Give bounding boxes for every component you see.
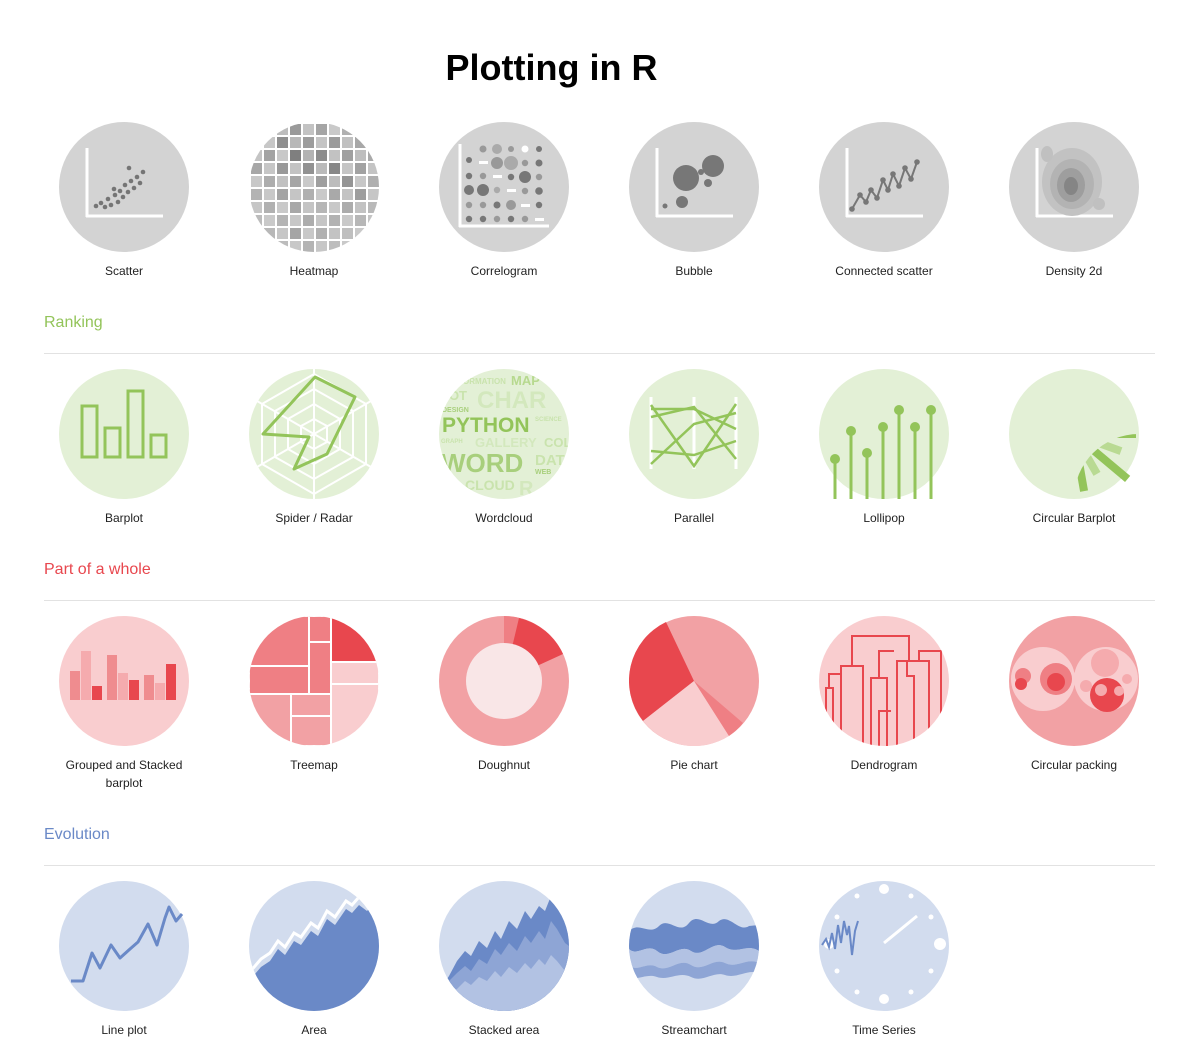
tile-barplot[interactable]: Barplot: [29, 369, 219, 527]
section-divider: [44, 353, 1155, 354]
tile-label: Pie chart: [670, 758, 718, 772]
ranking-grid: Barplot Spider / Radar ORMATION MAP: [29, 369, 1169, 527]
bubble-icon: [629, 122, 759, 252]
correlogram-icon: [439, 122, 569, 252]
word-8: GALLERY: [475, 435, 537, 450]
tile-correlogram[interactable]: Correlogram: [409, 122, 599, 280]
tile-spider-radar[interactable]: Spider / Radar: [219, 369, 409, 527]
word-14: R: [519, 478, 534, 499]
word-4: DESIGN: [442, 407, 469, 414]
tile-grouped-stacked-barplot[interactable]: Grouped and Stacked barplot: [29, 616, 219, 792]
tile-circular-packing[interactable]: Circular packing: [979, 616, 1169, 792]
tile-lollipop[interactable]: Lollipop: [789, 369, 979, 527]
tile-label: Circular Barplot: [1032, 511, 1116, 525]
barplot-icon: [59, 369, 189, 499]
tile-label: Grouped and Stacked barplot: [65, 758, 183, 790]
tile-label: Dendrogram: [850, 758, 918, 772]
word-5: PYTHON: [442, 414, 530, 437]
tile-label: Scatter: [104, 264, 143, 278]
heatmap-icon: [249, 122, 379, 252]
tile-parallel[interactable]: Parallel: [599, 369, 789, 527]
area-icon: [249, 881, 379, 1011]
line-plot-icon: [59, 881, 189, 1011]
time-series-icon: [819, 881, 949, 1011]
tile-wordcloud[interactable]: ORMATION MAP LOT CHAR DESIGN PYTHON SCIE…: [409, 369, 599, 527]
lollipop-icon: [819, 369, 949, 499]
tile-label: Treemap: [290, 758, 338, 772]
word-9: COL: [544, 435, 569, 450]
circular-barplot-icon: [1009, 369, 1139, 499]
tile-label: Stacked area: [468, 1023, 540, 1037]
word-2: LOT: [441, 388, 467, 403]
evolution-grid: Line plot Area Stacked area: [29, 881, 1169, 1039]
tile-pie-chart[interactable]: Pie chart: [599, 616, 789, 792]
tile-area[interactable]: Area: [219, 881, 409, 1039]
tile-doughnut[interactable]: Doughnut: [409, 616, 599, 792]
tile-connected-scatter[interactable]: Connected scatter: [789, 122, 979, 280]
stacked-area-icon: [439, 881, 569, 1011]
tile-density-2d[interactable]: Density 2d: [979, 122, 1169, 280]
circular-packing-icon: [1009, 616, 1139, 746]
spider-radar-icon: [249, 369, 379, 499]
word-13: CLOUD: [465, 477, 515, 493]
tile-label: Bubble: [675, 264, 713, 278]
part-of-whole-grid: Grouped and Stacked barplot Treemap: [29, 616, 1169, 792]
word-7: GRAPH: [441, 439, 463, 445]
density-2d-icon: [1009, 122, 1139, 252]
word-1: MAP: [511, 373, 540, 388]
parallel-icon: [629, 369, 759, 499]
tile-label: Barplot: [104, 511, 144, 525]
word-10: WORD: [441, 448, 523, 478]
tile-streamchart[interactable]: Streamchart: [599, 881, 789, 1039]
grouped-stacked-barplot-icon: [59, 616, 189, 746]
streamchart-icon: [629, 881, 759, 1011]
treemap-icon: [249, 616, 379, 746]
tile-time-series[interactable]: Time Series: [789, 881, 979, 1039]
tile-label: Parallel: [673, 511, 715, 525]
tile-label: Wordcloud: [475, 511, 533, 525]
tile-label: Correlogram: [470, 264, 538, 278]
tile-label: Density 2d: [1045, 264, 1103, 278]
section-title-ranking: Ranking: [44, 314, 103, 331]
wordcloud-icon: ORMATION MAP LOT CHAR DESIGN PYTHON SCIE…: [439, 369, 569, 499]
connected-scatter-icon: [819, 122, 949, 252]
tile-label: Streamchart: [661, 1023, 727, 1037]
tile-label: Connected scatter: [835, 264, 933, 278]
section-title-part-of-a-whole: Part of a whole: [44, 561, 151, 578]
word-11: DAT: [535, 452, 565, 469]
tile-circular-barplot[interactable]: Circular Barplot: [979, 369, 1169, 527]
doughnut-icon: [439, 616, 569, 746]
word-0: ORMATION: [463, 377, 506, 386]
tile-label: Circular packing: [1030, 758, 1118, 772]
dendrogram-icon: [819, 616, 949, 746]
tile-label: Spider / Radar: [275, 511, 353, 525]
tile-line-plot[interactable]: Line plot: [29, 881, 219, 1039]
tile-dendrogram[interactable]: Dendrogram: [789, 616, 979, 792]
correlation-grid: Scatter Heatma: [29, 122, 1169, 280]
tile-heatmap[interactable]: Heatmap: [219, 122, 409, 280]
word-6: SCIENCE: [535, 417, 562, 423]
pie-chart-icon: [629, 616, 759, 746]
tile-label: Heatmap: [289, 264, 339, 278]
word-3: CHAR: [477, 387, 546, 414]
section-divider: [44, 600, 1155, 601]
tile-stacked-area[interactable]: Stacked area: [409, 881, 599, 1039]
tile-label: Time Series: [852, 1023, 916, 1037]
word-12: WEB: [535, 469, 551, 476]
tile-label: Line plot: [101, 1023, 147, 1037]
section-divider: [44, 865, 1155, 866]
tile-label: Lollipop: [863, 511, 905, 525]
tile-label: Area: [301, 1023, 327, 1037]
page-title: Plotting in R: [445, 47, 658, 88]
tile-bubble[interactable]: Bubble: [599, 122, 789, 280]
tile-label: Doughnut: [477, 758, 531, 772]
section-title-evolution: Evolution: [44, 826, 110, 843]
tile-treemap[interactable]: Treemap: [219, 616, 409, 792]
scatter-icon: [59, 122, 189, 252]
tile-scatter[interactable]: Scatter: [29, 122, 219, 280]
